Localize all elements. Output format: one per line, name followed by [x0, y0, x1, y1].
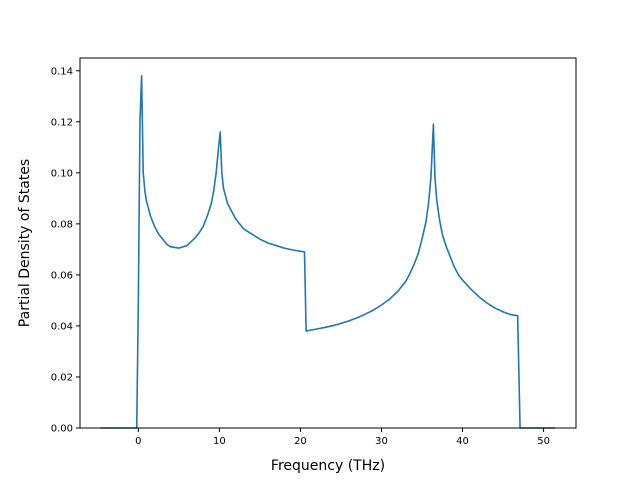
x-tick-label: 20	[294, 436, 307, 447]
series-line-0	[100, 75, 555, 429]
y-tick-label: 0.04	[51, 321, 73, 332]
x-tick-label: 50	[537, 436, 550, 447]
y-tick-label: 0.00	[51, 424, 73, 435]
x-tick-label: 30	[375, 436, 388, 447]
y-tick-label: 0.10	[51, 168, 73, 179]
data-layer	[100, 75, 555, 429]
plot-background	[80, 58, 576, 428]
y-axis-label: Partial Density of States	[17, 159, 33, 327]
x-tick-label: 0	[135, 436, 141, 447]
y-axis: 0.00 0.02 0.04 0.06 0.08 0.10 0.12 0.14	[51, 66, 80, 435]
plot-frame	[79, 57, 577, 429]
y-tick-label: 0.02	[51, 372, 73, 383]
x-axis-label: Frequency (THz)	[271, 458, 385, 474]
x-tick-label: 10	[213, 436, 226, 447]
x-tick-label: 40	[456, 436, 469, 447]
y-tick-label: 0.06	[51, 270, 73, 281]
y-tick-label: 0.12	[51, 117, 73, 128]
x-axis: 0 10 20 30 40 50	[135, 428, 550, 447]
y-tick-label: 0.08	[51, 219, 73, 230]
y-tick-label: 0.14	[51, 66, 73, 77]
